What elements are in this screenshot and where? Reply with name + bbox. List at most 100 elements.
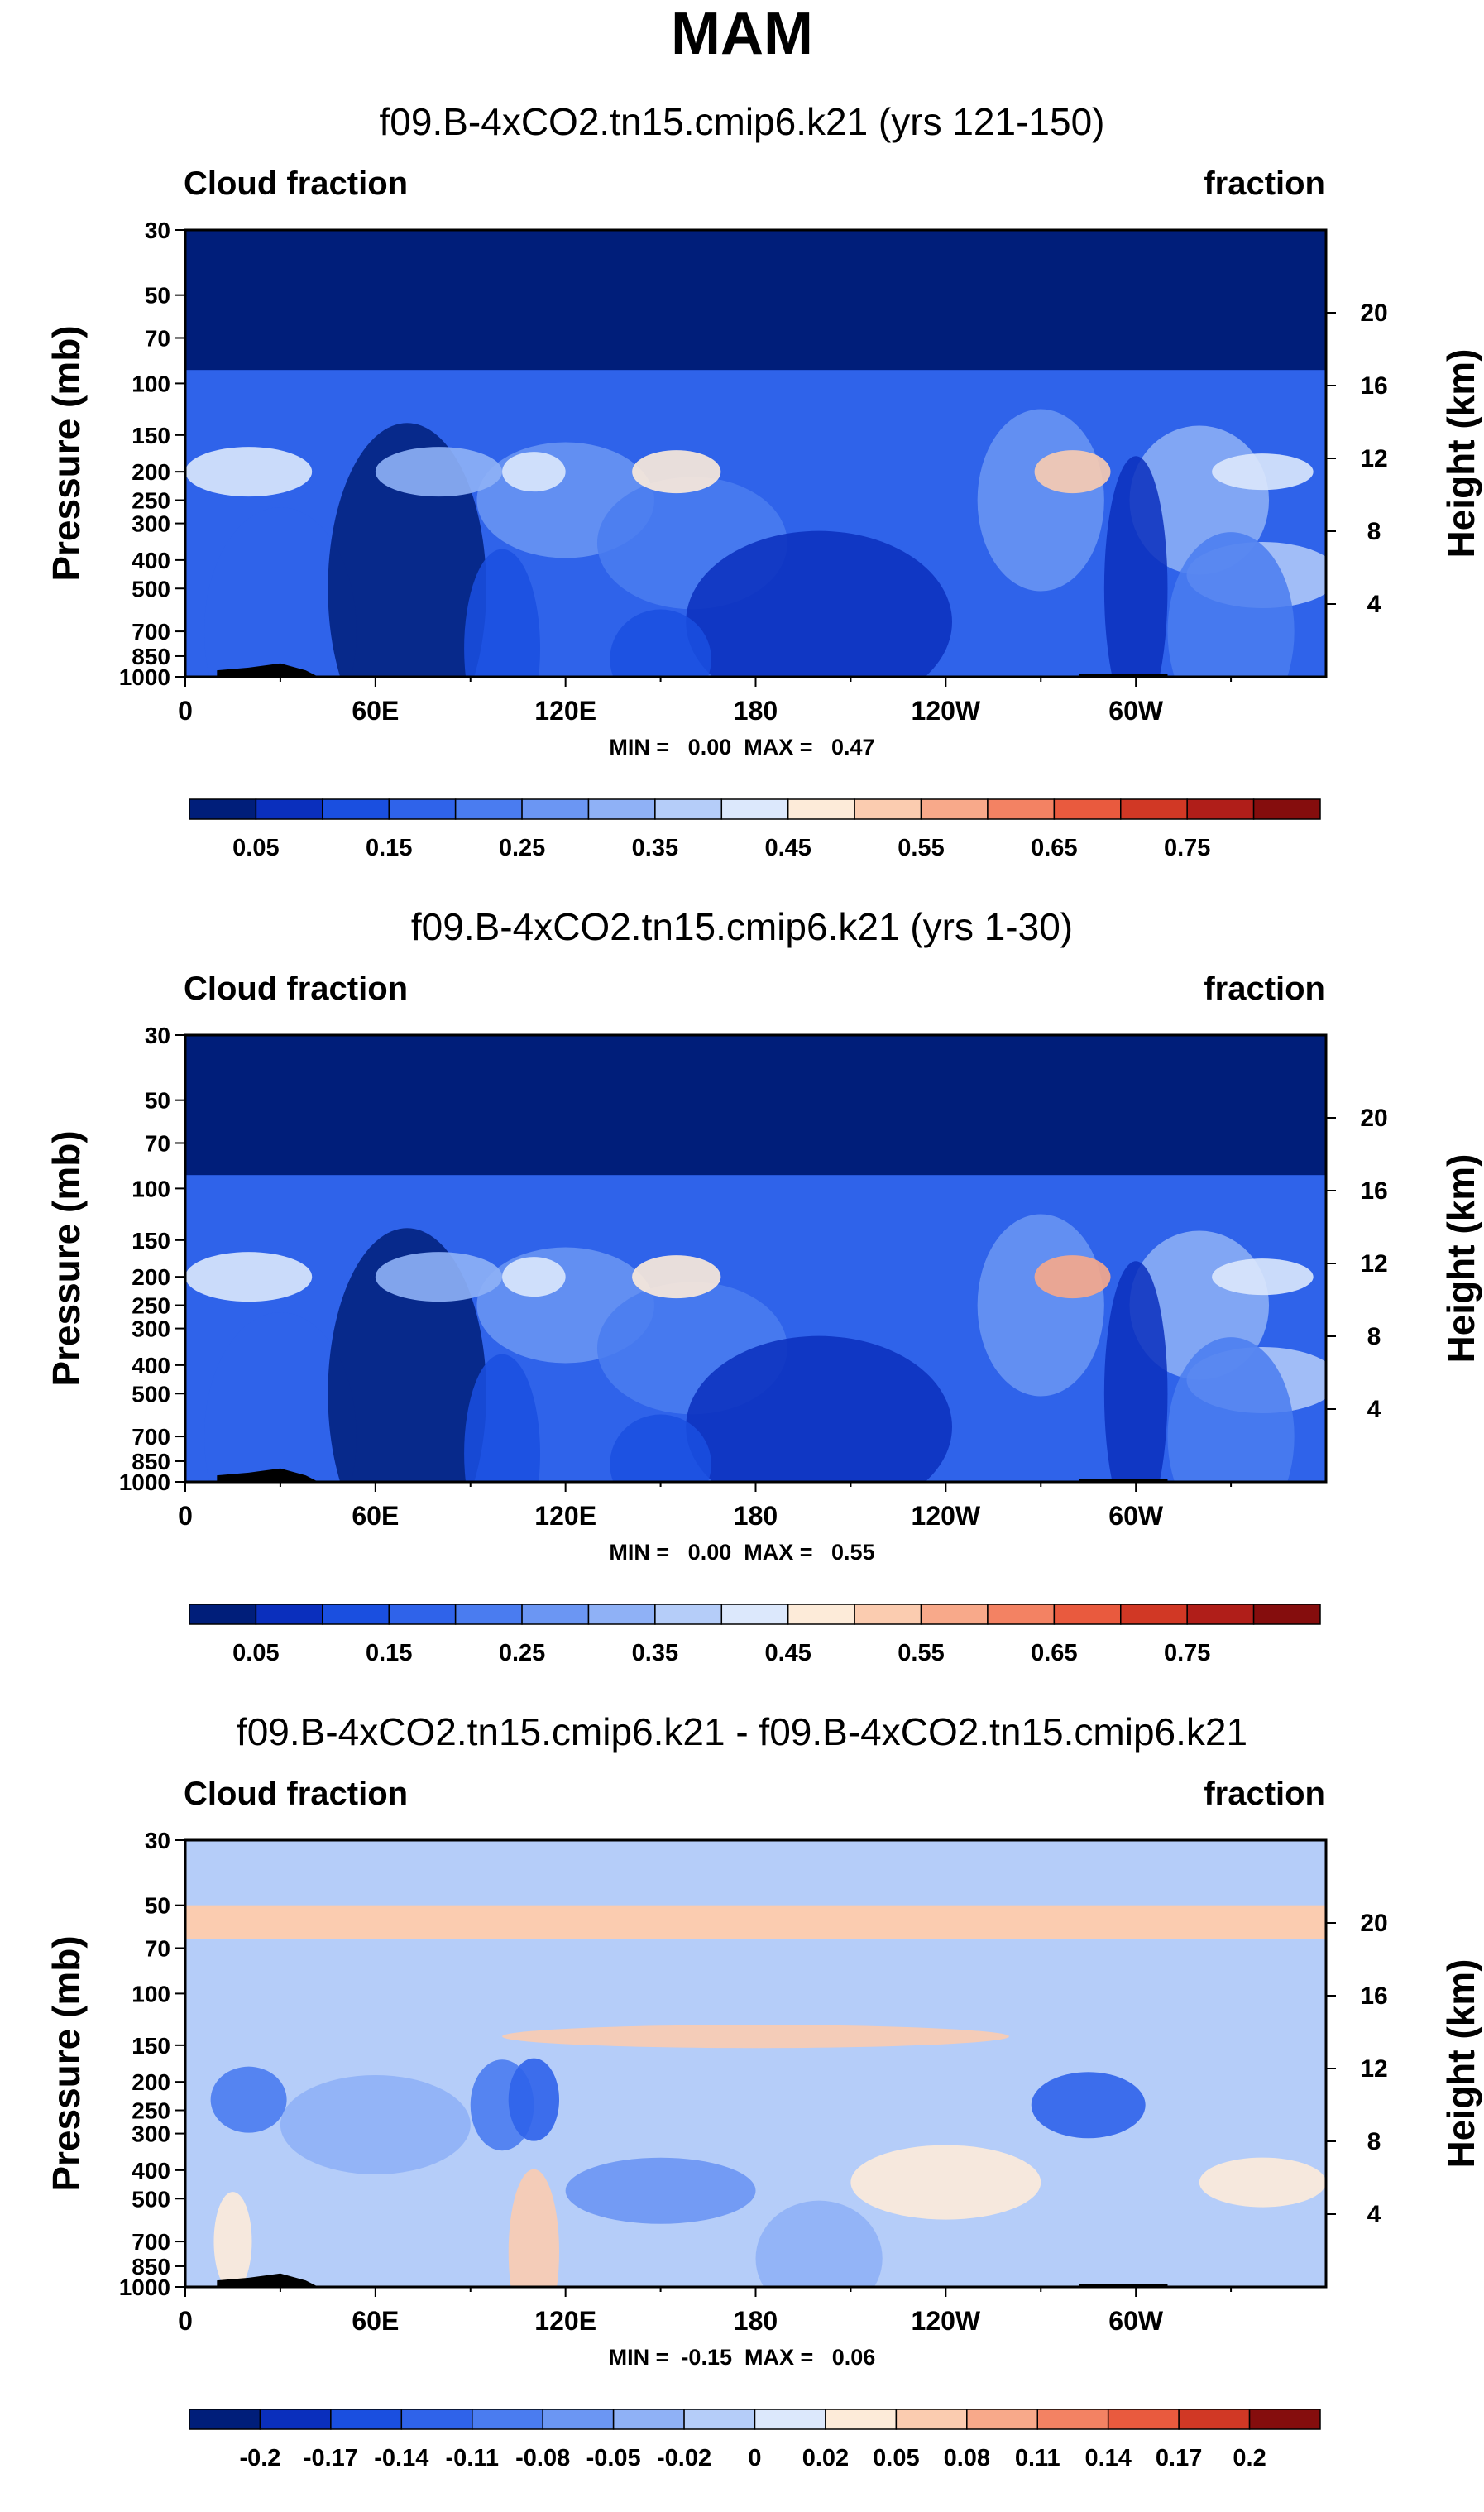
colorbar-label: 0.15 — [366, 835, 412, 861]
colorbar-box — [1053, 798, 1122, 820]
x-tick-label: 120W — [912, 1501, 981, 1531]
topography — [1079, 1479, 1168, 1482]
x-tick-label: 60W — [1108, 696, 1164, 726]
field-contour — [502, 452, 566, 492]
y-tick-label: 500 — [132, 2186, 170, 2212]
colorbar-box — [854, 1604, 922, 1625]
colorbar-box — [1107, 2409, 1180, 2430]
colorbar-box — [454, 798, 523, 820]
field-contour — [1103, 456, 1168, 677]
field-contour — [375, 447, 503, 497]
colorbar-label: -0.05 — [586, 2445, 641, 2471]
colorbar-label: 0.25 — [499, 835, 545, 861]
field-contour — [850, 2145, 1041, 2220]
colorbar-box — [854, 798, 922, 820]
colorbar-box — [189, 2409, 261, 2430]
colorbar-label: -0.17 — [304, 2445, 358, 2471]
colorbar-label: -0.02 — [657, 2445, 711, 2471]
colorbar-box — [612, 2409, 685, 2430]
colorbar-box — [322, 1604, 390, 1625]
y-tick-label: 850 — [132, 1449, 170, 1474]
colorbar-box — [654, 798, 723, 820]
field-contour — [1031, 2072, 1146, 2139]
y-tick-label: 250 — [132, 1293, 170, 1319]
field-contour — [213, 2192, 252, 2287]
panel-title: f09.B-4xCO2.tn15.cmip6.k21 (yrs 1-30) — [410, 905, 1074, 948]
y2-tick-label: 16 — [1360, 1982, 1387, 2010]
field-contour — [210, 2066, 287, 2133]
figure-title: MAM — [671, 1, 813, 67]
y-tick-label: 100 — [132, 1176, 170, 1201]
y-axis-title: Pressure (mb) — [45, 1130, 88, 1387]
colorbar-label: 0.75 — [1164, 835, 1210, 861]
field-contour — [686, 1335, 952, 1482]
colorbar-box — [189, 1604, 257, 1625]
topography — [1079, 2284, 1168, 2287]
colorbar-box — [1178, 2409, 1251, 2430]
colorbar-box — [1120, 1604, 1188, 1625]
field-contour — [502, 1257, 566, 1297]
colorbar-label: 0.14 — [1084, 2445, 1131, 2471]
colorbar-label: 0.45 — [764, 1640, 811, 1666]
y-tick-label: 250 — [132, 2098, 170, 2124]
x-tick-label: 120W — [912, 696, 981, 726]
y2-tick-label: 4 — [1367, 591, 1381, 618]
min-max-stats: MIN = -0.15 MAX = 0.06 — [608, 2345, 876, 2370]
y-tick-label: 500 — [132, 576, 170, 602]
field-contour — [1034, 1255, 1111, 1299]
x-tick-label: 120E — [534, 1501, 596, 1531]
colorbar-box — [521, 798, 590, 820]
chart-panel-3: f09.B-4xCO2.tn15.cmip6.k21 - f09.B-4xCO2… — [0, 1709, 1484, 2512]
colorbar-label: 0.2 — [1233, 2445, 1266, 2471]
colorbar-box — [754, 2409, 826, 2430]
colorbar-label: 0.45 — [764, 835, 811, 861]
y-tick-label: 850 — [132, 2254, 170, 2279]
y-tick-label: 30 — [145, 1828, 170, 1853]
variable-label: Cloud fraction — [184, 165, 409, 202]
colorbar-box — [542, 2409, 615, 2430]
topography — [1079, 674, 1168, 677]
y-tick-label: 200 — [132, 1264, 170, 1290]
colorbar-box — [259, 2409, 332, 2430]
colorbar-box — [1248, 2409, 1321, 2430]
field-contour — [1167, 532, 1295, 677]
units-label: fraction — [1204, 165, 1325, 202]
colorbar-label: 0.05 — [232, 1640, 279, 1666]
colorbar-box — [683, 2409, 756, 2430]
field-contour — [686, 530, 952, 677]
y2-tick-label: 12 — [1360, 1250, 1387, 1278]
colorbar-label: 0.08 — [944, 2445, 990, 2471]
colorbar-label: 0.55 — [898, 1640, 944, 1666]
field-contour — [632, 450, 721, 494]
field-contour — [1212, 453, 1314, 491]
colorbar-label: 0.02 — [802, 2445, 849, 2471]
chart-panel-2: f09.B-4xCO2.tn15.cmip6.k21 (yrs 1-30) Clo… — [0, 904, 1484, 1707]
y-tick-label: 1000 — [119, 664, 170, 690]
y-tick-label: 50 — [145, 1893, 170, 1919]
colorbar-box — [1186, 1604, 1255, 1625]
colorbar-box — [255, 798, 323, 820]
colorbar-box — [987, 798, 1056, 820]
x-tick-label: 180 — [734, 2306, 778, 2336]
y-tick-label: 30 — [145, 1023, 170, 1048]
y2-axis-title: Height (km) — [1439, 1153, 1482, 1364]
colorbar-box — [189, 798, 257, 820]
y-tick-label: 300 — [132, 511, 170, 537]
y2-tick-label: 20 — [1360, 1910, 1387, 1937]
y-tick-label: 150 — [132, 1228, 170, 1254]
x-tick-label: 60W — [1108, 2306, 1164, 2336]
variable-label: Cloud fraction — [184, 971, 409, 1007]
topography — [217, 1468, 318, 1482]
y-tick-label: 200 — [132, 2069, 170, 2095]
colorbar-label: 0.75 — [1164, 1640, 1210, 1666]
field-contour — [977, 409, 1104, 592]
colorbar-label: 0.35 — [632, 1640, 678, 1666]
y-tick-label: 100 — [132, 1981, 170, 2006]
colorbar-box — [987, 1604, 1056, 1625]
x-tick-label: 120W — [912, 2306, 981, 2336]
y-tick-label: 100 — [132, 371, 170, 396]
field-contour — [1212, 1258, 1314, 1296]
x-tick-label: 180 — [734, 696, 778, 726]
units-label: fraction — [1204, 1776, 1325, 1812]
y2-tick-label: 12 — [1360, 2055, 1387, 2083]
